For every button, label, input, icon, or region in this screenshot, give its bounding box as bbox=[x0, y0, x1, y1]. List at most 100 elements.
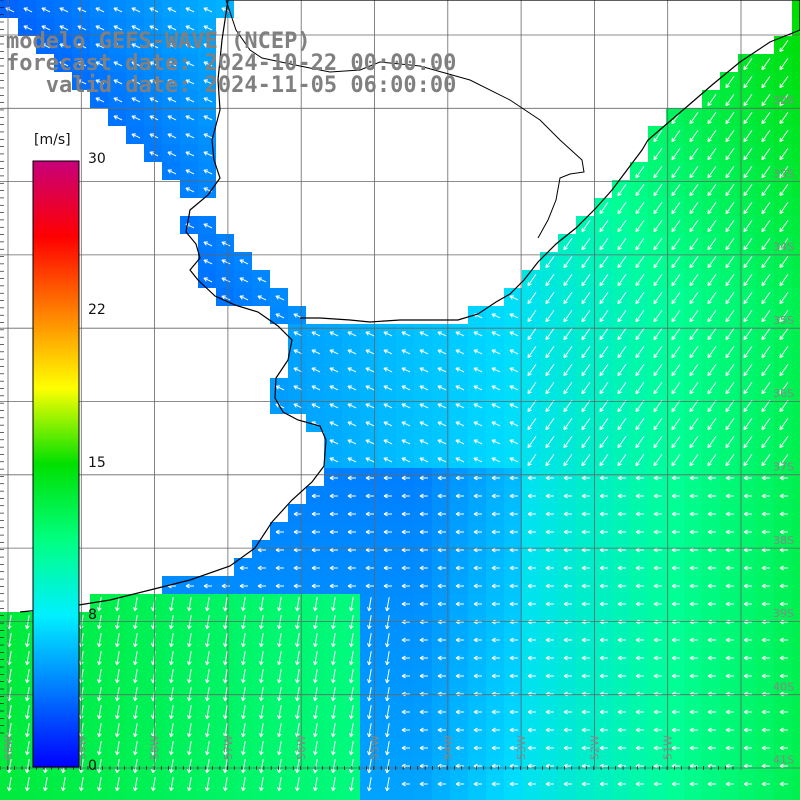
field-cell bbox=[702, 396, 720, 414]
field-cell bbox=[774, 594, 792, 612]
wind-arrow bbox=[241, 705, 246, 720]
wind-arrow bbox=[617, 673, 626, 679]
field-cell bbox=[162, 756, 180, 774]
field-cell bbox=[18, 630, 36, 648]
wind-arrow bbox=[419, 493, 428, 499]
wind-arrow bbox=[221, 277, 231, 283]
wind-arrow bbox=[385, 651, 390, 666]
wind-arrow bbox=[689, 129, 699, 143]
wind-arrow bbox=[133, 687, 138, 702]
field-cell bbox=[684, 522, 702, 540]
wind-arrow bbox=[185, 133, 195, 139]
wind-arrow bbox=[97, 705, 102, 720]
wind-arrow bbox=[473, 601, 482, 607]
wind-arrow bbox=[599, 309, 609, 323]
field-cell bbox=[702, 414, 720, 432]
field-cell bbox=[720, 522, 738, 540]
wind-arrow bbox=[581, 453, 591, 467]
field-cell bbox=[342, 702, 360, 720]
field-cell bbox=[630, 702, 648, 720]
field-cell bbox=[576, 342, 594, 360]
wind-arrow bbox=[473, 727, 482, 733]
field-cell bbox=[414, 666, 432, 684]
field-cell bbox=[162, 684, 180, 702]
field-cell bbox=[630, 342, 648, 360]
wind-arrow bbox=[313, 669, 318, 684]
field-cell bbox=[18, 648, 36, 666]
field-cell bbox=[324, 540, 342, 558]
wind-arrow bbox=[473, 475, 482, 481]
wind-arrow bbox=[689, 435, 699, 449]
field-cell bbox=[756, 468, 774, 486]
wind-arrow bbox=[545, 601, 554, 607]
wind-arrow bbox=[581, 583, 590, 589]
wind-arrow bbox=[221, 259, 231, 265]
wind-arrow bbox=[581, 727, 590, 733]
field-cell bbox=[306, 486, 324, 504]
field-cell bbox=[612, 198, 630, 216]
field-cell bbox=[432, 594, 450, 612]
field-cell bbox=[756, 450, 774, 468]
wind-arrow bbox=[259, 687, 264, 702]
wind-arrow bbox=[383, 421, 393, 427]
wind-arrow bbox=[419, 529, 428, 535]
field-cell bbox=[774, 432, 792, 450]
field-cell bbox=[792, 198, 800, 216]
wind-arrow bbox=[617, 637, 626, 643]
wind-arrow bbox=[365, 583, 374, 589]
wind-arrow bbox=[97, 723, 102, 738]
field-cell bbox=[144, 594, 162, 612]
field-cell bbox=[558, 594, 576, 612]
wind-arrow bbox=[365, 403, 375, 409]
field-cell bbox=[558, 432, 576, 450]
wind-arrow bbox=[653, 399, 663, 413]
field-cell bbox=[540, 738, 558, 756]
wind-arrow bbox=[743, 147, 753, 161]
wind-arrow bbox=[599, 291, 609, 305]
field-cell bbox=[486, 684, 504, 702]
field-cell bbox=[720, 720, 738, 738]
field-cell bbox=[324, 486, 342, 504]
wind-arrow bbox=[725, 291, 735, 305]
field-cell bbox=[756, 414, 774, 432]
field-cell bbox=[360, 702, 378, 720]
wind-arrow bbox=[259, 669, 264, 684]
wind-arrow bbox=[545, 727, 554, 733]
wind-arrow bbox=[743, 709, 752, 715]
field-cell bbox=[756, 234, 774, 252]
field-cell bbox=[720, 378, 738, 396]
field-cell bbox=[144, 792, 162, 800]
wind-arrow bbox=[95, 7, 105, 13]
wind-arrow bbox=[689, 165, 699, 179]
field-cell bbox=[576, 378, 594, 396]
wind-arrow bbox=[653, 673, 662, 679]
wind-arrow bbox=[203, 151, 213, 157]
wind-arrow bbox=[419, 475, 428, 481]
wind-arrow bbox=[295, 777, 300, 792]
field-cell bbox=[360, 504, 378, 522]
field-cell bbox=[414, 522, 432, 540]
wind-arrow bbox=[581, 511, 590, 517]
wind-arrow bbox=[455, 727, 464, 733]
field-cell bbox=[18, 738, 36, 756]
wind-arrow bbox=[25, 741, 30, 756]
field-cell bbox=[738, 558, 756, 576]
wind-arrow bbox=[653, 637, 662, 643]
field-cell bbox=[288, 504, 306, 522]
wind-arrow bbox=[689, 709, 698, 715]
wind-arrow bbox=[491, 493, 500, 499]
field-cell bbox=[612, 414, 630, 432]
wind-arrow bbox=[599, 453, 609, 467]
wind-arrow bbox=[383, 529, 392, 535]
field-cell bbox=[504, 468, 522, 486]
field-cell bbox=[0, 684, 18, 702]
field-cell bbox=[378, 540, 396, 558]
wind-arrow bbox=[41, 7, 51, 13]
forecast-date: forecast date: 2024-10-22 00:00:00 bbox=[6, 51, 457, 76]
wind-arrow bbox=[419, 439, 429, 445]
wind-arrow bbox=[329, 511, 338, 517]
wind-arrow bbox=[635, 201, 645, 215]
field-cell bbox=[540, 486, 558, 504]
wind-arrow bbox=[241, 777, 246, 792]
